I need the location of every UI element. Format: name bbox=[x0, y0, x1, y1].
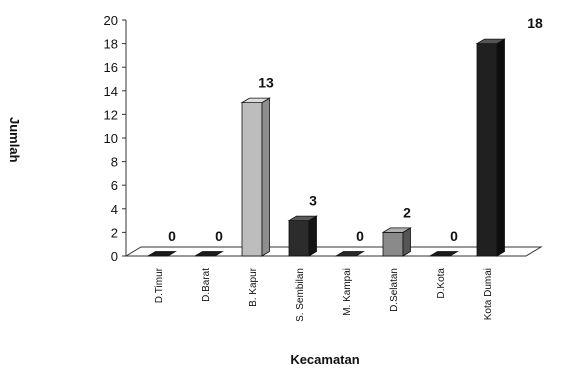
x-tick-label: D.Selatan bbox=[389, 268, 400, 312]
y-tick-label: 16 bbox=[104, 60, 118, 75]
y-tick-label: 4 bbox=[111, 202, 118, 217]
bar-front bbox=[382, 231, 404, 257]
data-label: 13 bbox=[258, 75, 274, 91]
data-label: 0 bbox=[450, 228, 458, 244]
data-label: 2 bbox=[403, 204, 411, 220]
bar-side bbox=[308, 215, 317, 257]
bar-top bbox=[475, 38, 506, 44]
bar-top bbox=[334, 251, 365, 257]
x-tick-label: Kota Dumai bbox=[483, 268, 494, 320]
x-tick-label: D.Kota bbox=[436, 268, 447, 299]
bar-top bbox=[193, 251, 224, 257]
data-label: 0 bbox=[356, 228, 364, 244]
x-tick-label: M. Kampai bbox=[342, 268, 353, 316]
x-tick-label: S. Sembilan bbox=[295, 268, 306, 322]
data-label: 0 bbox=[215, 228, 223, 244]
y-tick-label: 0 bbox=[111, 249, 118, 264]
y-tick-label: 20 bbox=[104, 13, 118, 28]
y-tick-label: 8 bbox=[111, 155, 118, 170]
bar-top bbox=[381, 227, 412, 233]
x-tick-label: B. Kapur bbox=[248, 267, 259, 307]
data-label: 3 bbox=[309, 193, 317, 209]
y-tick-label: 2 bbox=[111, 225, 118, 240]
bar-front bbox=[241, 102, 263, 257]
x-axis-title: Kecamatan bbox=[290, 352, 360, 367]
y-axis-title: Jumlah bbox=[7, 117, 22, 163]
x-tick-label: D.Barat bbox=[201, 268, 212, 302]
bar-front bbox=[476, 43, 498, 257]
bar-top bbox=[146, 251, 177, 257]
x-tick-label: D.Timur bbox=[154, 267, 165, 303]
y-tick-label: 10 bbox=[104, 131, 118, 146]
bar-side bbox=[496, 38, 505, 257]
y-tick-label: 6 bbox=[111, 178, 118, 193]
data-label: 18 bbox=[527, 15, 543, 31]
y-tick-label: 14 bbox=[104, 84, 118, 99]
bar-side bbox=[261, 97, 270, 257]
bar-top bbox=[240, 97, 271, 103]
bar-top bbox=[428, 251, 459, 257]
y-tick-label: 18 bbox=[104, 37, 118, 52]
y-tick-label: 12 bbox=[104, 107, 118, 122]
bar-front bbox=[288, 220, 310, 257]
bar-top bbox=[287, 215, 318, 222]
data-label: 0 bbox=[168, 228, 176, 244]
